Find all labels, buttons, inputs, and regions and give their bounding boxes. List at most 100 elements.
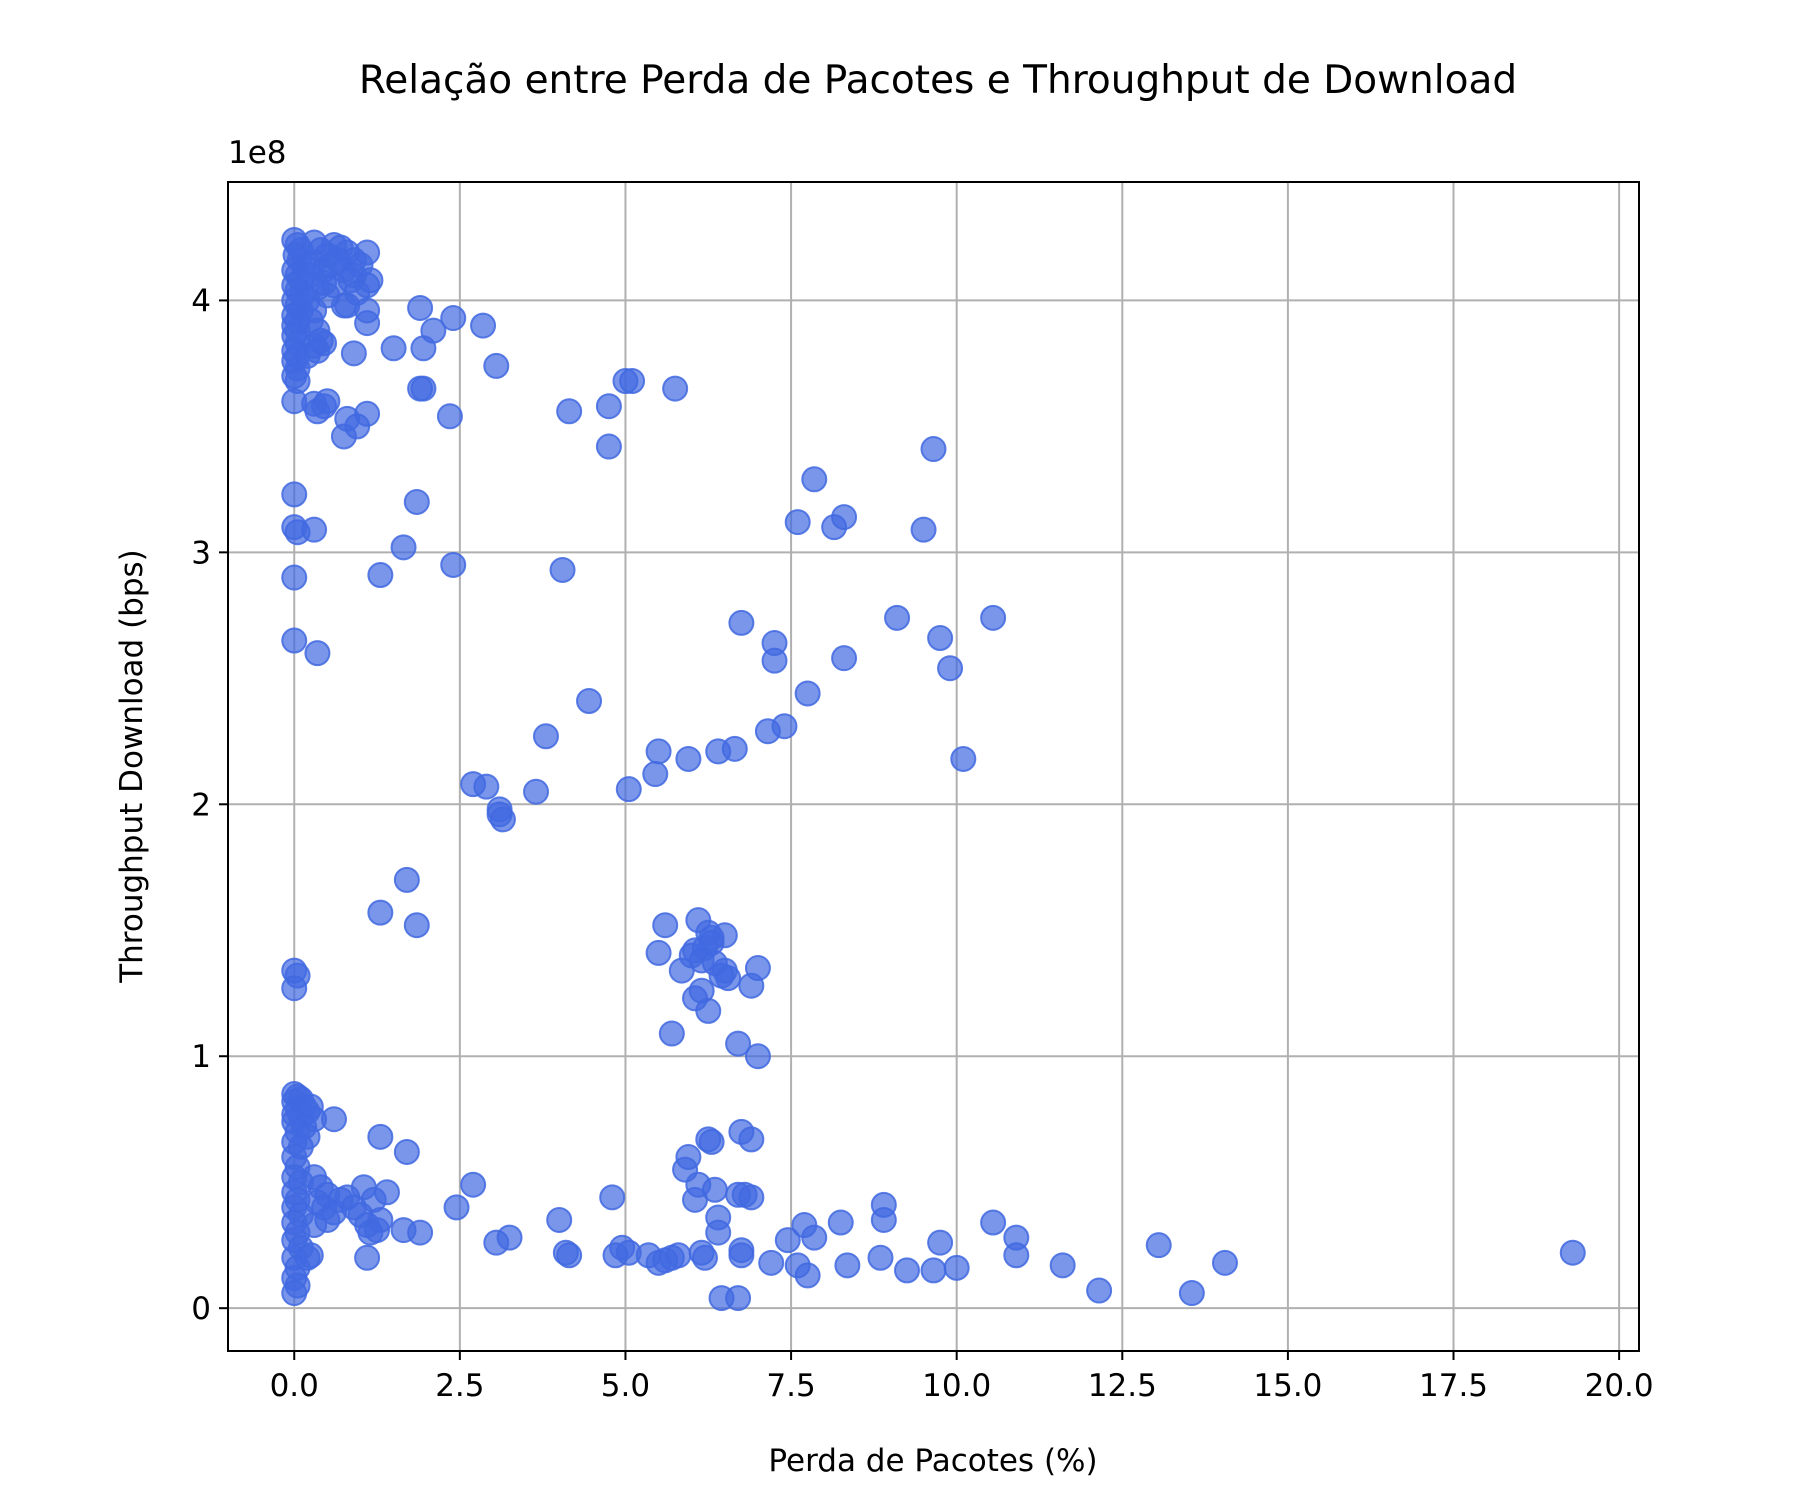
data-point — [595, 393, 622, 420]
data-point — [340, 340, 367, 367]
y-tick-label: 4 — [191, 283, 211, 319]
data-point — [867, 1244, 894, 1271]
data-point — [354, 400, 381, 427]
data-point — [761, 647, 788, 674]
data-point — [668, 957, 695, 984]
data-point — [1559, 1239, 1586, 1266]
data-point — [831, 504, 858, 531]
data-point — [744, 1043, 771, 1070]
data-point — [831, 645, 858, 672]
data-point — [380, 335, 407, 362]
data-point — [556, 1242, 583, 1269]
y-axis-multiplier: 1e8 — [228, 135, 287, 171]
data-point — [320, 1106, 347, 1133]
data-point — [884, 604, 911, 631]
x-tick-label: 17.5 — [1419, 1368, 1488, 1404]
data-point — [754, 718, 781, 745]
data-point — [407, 1219, 434, 1246]
data-point — [870, 1206, 897, 1233]
data-point — [738, 1126, 765, 1153]
data-point — [460, 1171, 487, 1198]
data-point — [496, 1224, 523, 1251]
data-point — [744, 955, 771, 982]
plot-frame — [227, 181, 1640, 1352]
data-point — [354, 1244, 381, 1271]
grid-lines — [228, 182, 1639, 1351]
data-point — [281, 564, 308, 591]
data-point — [1003, 1242, 1030, 1269]
data-point — [728, 1237, 755, 1264]
data-point — [758, 1249, 785, 1276]
data-point — [801, 1224, 828, 1251]
data-point — [784, 1252, 811, 1279]
y-tick-label: 0 — [191, 1291, 211, 1327]
data-point — [440, 305, 467, 332]
data-point — [619, 368, 646, 395]
data-point — [599, 1184, 626, 1211]
data-point — [894, 1257, 921, 1284]
data-point — [595, 433, 622, 460]
data-point — [301, 516, 328, 543]
data-point — [297, 1242, 324, 1269]
data-point — [367, 1123, 394, 1150]
data-point — [728, 609, 755, 636]
data-point — [725, 1285, 752, 1312]
data-point — [784, 509, 811, 536]
data-point — [834, 1252, 861, 1279]
data-point — [367, 899, 394, 926]
chart-title: Relação entre Perda de Pacotes e Through… — [359, 58, 1517, 103]
data-point — [367, 1206, 394, 1233]
x-tick-label: 20.0 — [1585, 1368, 1654, 1404]
data-point — [794, 680, 821, 707]
data-point — [675, 1144, 702, 1171]
data-point — [473, 773, 500, 800]
x-tick-label: 7.5 — [766, 1368, 815, 1404]
data-point — [927, 625, 954, 652]
y-tick-label: 2 — [191, 787, 211, 823]
data-point — [827, 1209, 854, 1236]
data-point — [483, 352, 510, 379]
data-point — [393, 1138, 420, 1165]
data-point — [738, 1184, 765, 1211]
data-point — [304, 640, 331, 667]
data-point — [314, 388, 341, 415]
data-point — [1178, 1280, 1205, 1307]
data-point — [695, 997, 722, 1024]
x-axis-label: Perda de Pacotes (%) — [768, 1443, 1097, 1479]
data-point — [576, 687, 603, 714]
data-point — [920, 1257, 947, 1284]
data-point — [927, 1229, 954, 1256]
data-point — [403, 488, 430, 515]
x-tick-label: 5.0 — [601, 1368, 650, 1404]
data-point — [675, 745, 702, 772]
data-point — [801, 466, 828, 493]
x-tick-label: 2.5 — [435, 1368, 484, 1404]
data-point — [910, 516, 937, 543]
data-point — [301, 1212, 328, 1239]
data-point — [652, 912, 679, 939]
data-point — [708, 962, 735, 989]
data-point — [1049, 1252, 1076, 1279]
data-point — [691, 1244, 718, 1271]
data-point — [549, 556, 576, 583]
data-point — [546, 1206, 573, 1233]
data-point — [1211, 1249, 1238, 1276]
data-point — [281, 627, 308, 654]
data-point — [440, 551, 467, 578]
data-point — [403, 912, 430, 939]
data-point — [443, 1194, 470, 1221]
data-point — [1086, 1277, 1113, 1304]
data-point — [725, 1030, 752, 1057]
data-point — [701, 1176, 728, 1203]
x-tick-label: 15.0 — [1253, 1368, 1322, 1404]
data-point — [662, 375, 689, 402]
data-point — [307, 327, 334, 354]
data-point — [470, 312, 497, 339]
data-point — [410, 335, 437, 362]
data-point — [486, 801, 513, 828]
data-point — [373, 1179, 400, 1206]
data-point — [658, 1020, 685, 1047]
data-point — [1145, 1232, 1172, 1259]
data-point — [705, 738, 732, 765]
